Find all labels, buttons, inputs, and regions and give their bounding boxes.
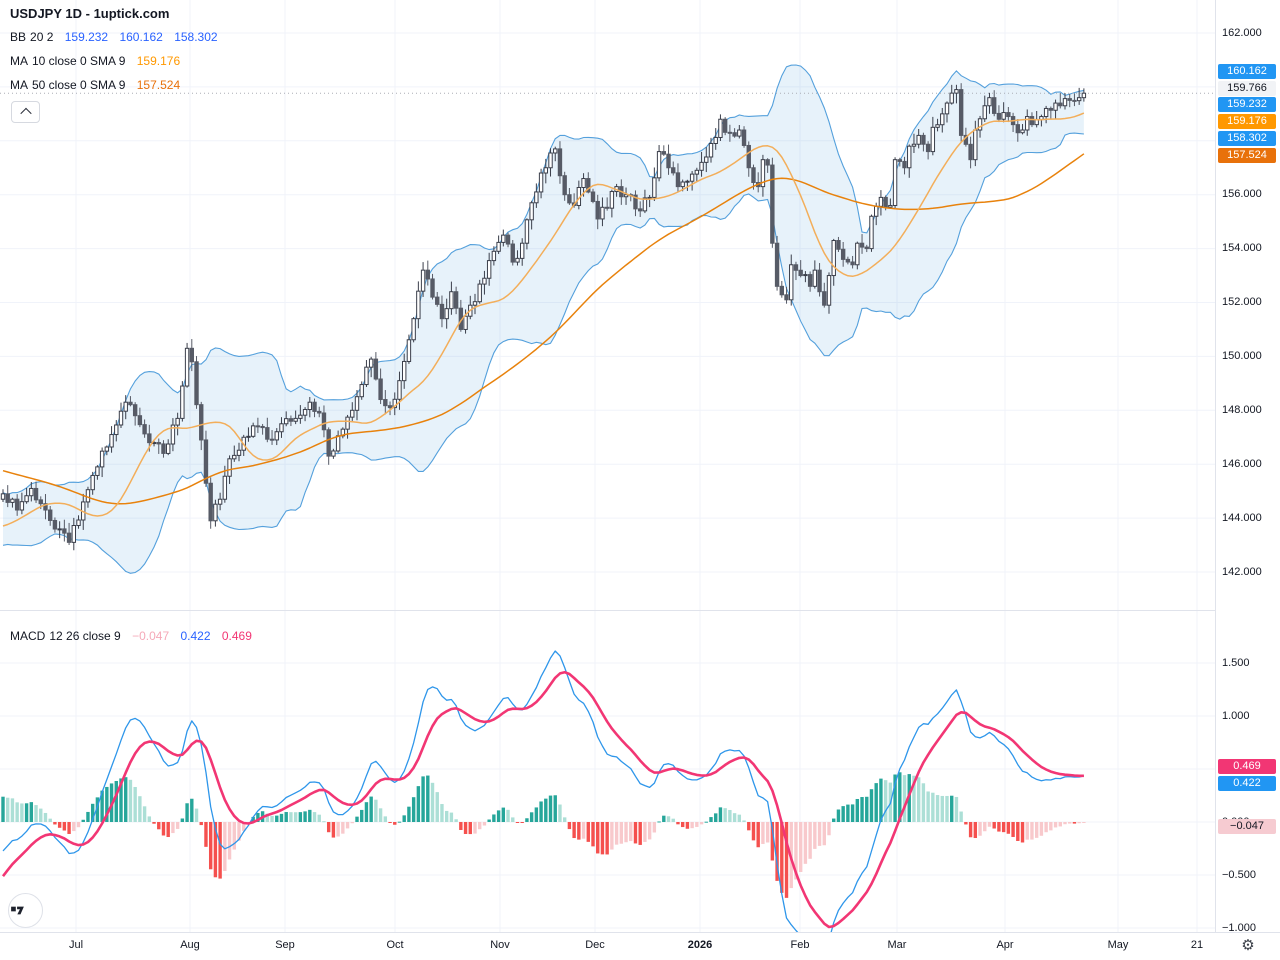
pane-separator[interactable] <box>0 610 1280 611</box>
indicator-params: 12 26 close 9 <box>49 629 121 643</box>
candles <box>0 83 1087 551</box>
time-axis-label: 2026 <box>687 939 713 951</box>
indicator-name: BB <box>10 30 27 44</box>
price-axis-label: 150.000 <box>1222 349 1262 362</box>
price-axis-badge: 159.232 <box>1218 97 1276 113</box>
macd-grid <box>0 610 1215 932</box>
time-axis-label: Feb <box>790 939 810 951</box>
ma-fast-line <box>2 112 1085 527</box>
price-axis-badge: 160.162 <box>1218 63 1276 79</box>
ma10-value: 159.176 <box>136 54 181 68</box>
chart-title: USDJPY 1D - 1uptick.com <box>10 6 170 21</box>
price-axis-badge: 157.524 <box>1218 147 1276 163</box>
macd-axis-badge: −0.047 <box>1218 819 1276 835</box>
bb-lower-value: 158.302 <box>174 30 218 44</box>
price-grid <box>0 0 1215 610</box>
time-axis-label: Dec <box>585 939 605 951</box>
legend-row-ma10[interactable]: MA 10 close 0 SMA 9 159.176 <box>10 54 218 68</box>
time-axis-label: Aug <box>180 939 200 951</box>
indicator-name: MA <box>10 54 28 68</box>
macd-pane[interactable] <box>0 610 1280 932</box>
collapse-legend-button[interactable] <box>11 101 40 123</box>
indicator-name: MACD <box>10 629 46 643</box>
macd-signal-value: 0.469 <box>221 629 252 643</box>
macd-axis-badge: 0.469 <box>1218 758 1276 774</box>
legend-row-macd[interactable]: MACD 12 26 close 9 −0.047 0.422 0.469 <box>10 629 252 643</box>
time-axis[interactable]: Jul Aug Sep Oct Nov Dec 2026 Feb Mar Apr May 21 <box>0 933 1280 960</box>
macd-line-value: 0.422 <box>180 629 211 643</box>
price-axis-label: 146.000 <box>1222 457 1262 470</box>
tradingview-logo[interactable] <box>8 893 43 928</box>
time-axis-label: Nov <box>490 939 510 951</box>
price-axis-label: 148.000 <box>1222 403 1262 416</box>
macd-hist-value: −0.047 <box>132 629 170 643</box>
macd-axis-label: −1.000 <box>1222 921 1256 934</box>
settings-gear-button[interactable]: ⚙ <box>1236 936 1260 956</box>
price-pane[interactable] <box>0 0 1280 610</box>
macd-histogram <box>1 772 1086 898</box>
price-axis-badge: 159.766 <box>1218 80 1276 96</box>
price-axis-border <box>1215 0 1216 932</box>
indicator-legend: USDJPY 1D - 1uptick.com BB 20 2 159.232 1… <box>10 6 218 102</box>
price-axis-label: 162.000 <box>1222 26 1262 39</box>
time-axis-label: 21 <box>1190 939 1204 951</box>
time-axis-label: Oct <box>386 939 404 951</box>
chevron-up-icon <box>19 107 32 120</box>
indicator-params: 50 close 0 SMA 9 <box>32 78 126 92</box>
time-axis-label: Apr <box>996 939 1014 951</box>
time-axis-label: Sep <box>275 939 295 951</box>
price-axis-label: 142.000 <box>1222 565 1262 578</box>
price-axis-badge: 159.176 <box>1218 113 1276 129</box>
price-axis-label: 156.000 <box>1222 188 1262 201</box>
legend-row-bb[interactable]: BB 20 2 159.232 160.162 158.302 <box>10 30 218 44</box>
ma50-value: 157.524 <box>136 78 181 92</box>
price-axis-label: 152.000 <box>1222 296 1262 308</box>
indicator-name: MA <box>10 78 28 92</box>
macd-axis-label: 1.000 <box>1222 709 1250 722</box>
price-axis-badge: 158.302 <box>1218 130 1276 146</box>
indicator-params: 10 close 0 SMA 9 <box>32 54 126 68</box>
macd-axis-badge: 0.422 <box>1218 775 1276 791</box>
price-axis[interactable]: 162.000160.000158.000156.000154.000152.0… <box>1216 0 1280 934</box>
gear-icon: ⚙ <box>1241 937 1255 954</box>
price-axis-label: 144.000 <box>1222 511 1262 524</box>
time-axis-label: May <box>1107 939 1129 951</box>
ma-slow-line <box>2 153 1085 505</box>
time-axis-label: Jul <box>68 939 84 951</box>
tv-logo-icon <box>11 906 24 915</box>
price-axis-label: 154.000 <box>1222 242 1262 255</box>
indicator-params: 20 2 <box>30 30 54 44</box>
macd-signal-line <box>1 670 1084 929</box>
time-axis-label: Mar <box>887 939 907 951</box>
bb-upper-value: 160.162 <box>119 30 163 44</box>
bb-basis-value: 159.232 <box>64 30 109 44</box>
legend-row-ma50[interactable]: MA 50 close 0 SMA 9 157.524 <box>10 78 218 92</box>
macd-axis-label: −0.500 <box>1222 868 1256 881</box>
time-axis-separator <box>0 932 1280 933</box>
macd-axis-label: 1.500 <box>1222 656 1250 669</box>
macd-line <box>2 650 1085 932</box>
